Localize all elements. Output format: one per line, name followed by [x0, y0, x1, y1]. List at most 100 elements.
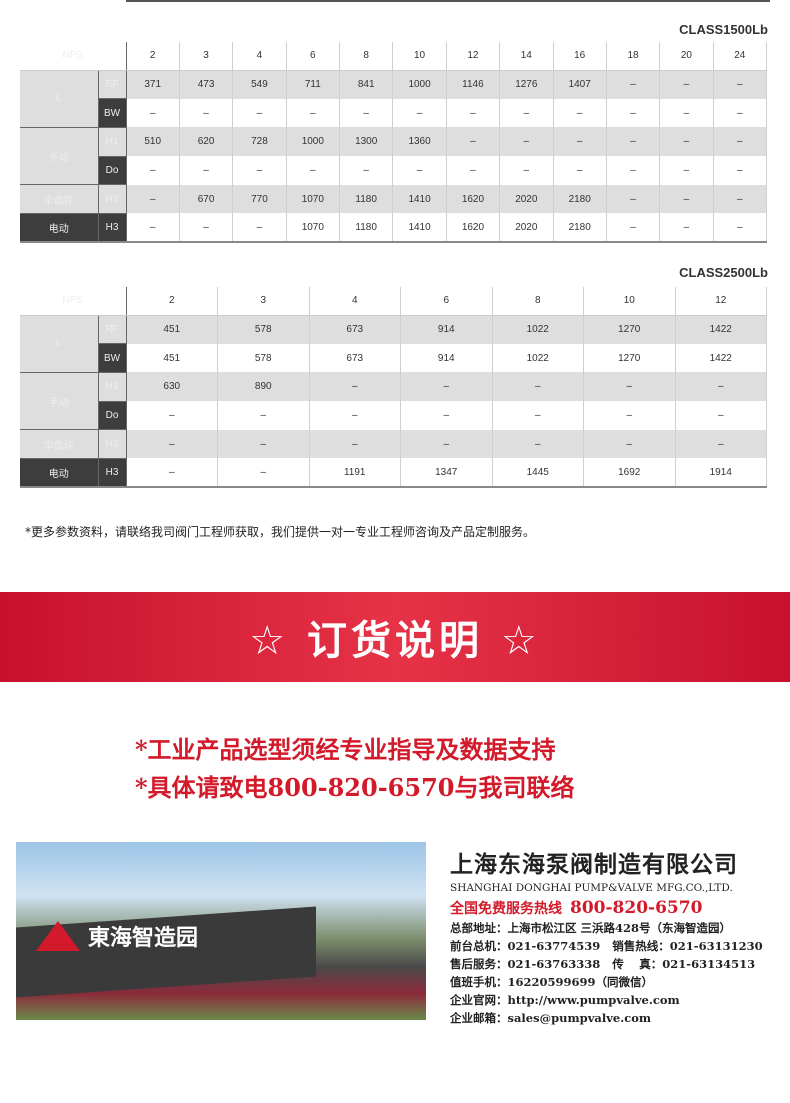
table-cell: 578	[217, 343, 310, 373]
table-cell: 1070	[286, 184, 341, 214]
table-cell: –	[713, 70, 768, 99]
table-cell: 1000	[286, 127, 341, 157]
row-sub-label: RF	[98, 70, 127, 100]
table-cell: –	[309, 401, 401, 430]
table-cell: 1070	[286, 213, 341, 244]
table-cell: –	[499, 98, 554, 128]
table-cell: 1191	[309, 458, 401, 489]
table-cell: –	[126, 429, 218, 459]
table-row: 电动 H3– – –1070 1180 1410 1620 2020 2180– – –	[20, 213, 768, 244]
email[interactable]: 企业邮箱：sales@pumpvalve.com	[450, 1011, 652, 1025]
nps-size: 24	[713, 42, 768, 71]
table-cell: –	[126, 156, 180, 185]
table-cell: 1422	[675, 315, 767, 344]
table-cell: –	[492, 372, 584, 402]
sign-text: 東海智造园	[88, 926, 199, 951]
table-cell: 1692	[583, 458, 676, 489]
nps-size: 18	[606, 42, 661, 71]
table-cell: –	[492, 429, 584, 459]
row-sub-label: Do	[98, 401, 127, 431]
nps-size: 10	[392, 42, 447, 71]
table-cell: 1000	[392, 70, 447, 99]
row-sub-label: H1	[98, 372, 127, 402]
nps-size: 8	[492, 287, 584, 316]
table-cell: 711	[286, 70, 341, 99]
table-cell: 1914	[675, 458, 767, 489]
row-sub-label: H3	[98, 458, 127, 489]
table-cell: 630	[126, 372, 218, 402]
row-sub-label: H2	[98, 429, 127, 459]
table-cell: –	[392, 98, 447, 128]
nps-size: 16	[553, 42, 607, 71]
hotline: 全国免费服务热线 800-820-6570	[450, 898, 763, 918]
table-cell: –	[606, 184, 661, 214]
table-cell: 578	[217, 315, 310, 344]
table-cell: 1620	[446, 213, 501, 244]
table-cell: 1347	[400, 458, 493, 489]
nps-size: 20	[659, 42, 714, 71]
table-cell: 1270	[583, 343, 676, 373]
table-cell: –	[499, 156, 554, 185]
nps-size: 4	[232, 42, 287, 71]
row-group-label: 电动	[20, 458, 99, 489]
nps-size: 6	[400, 287, 493, 316]
table-cell: 1360	[392, 127, 447, 157]
table-cell: –	[606, 98, 661, 128]
table-cell: –	[286, 98, 341, 128]
table-cell: –	[446, 127, 501, 157]
table-cell: 673	[309, 343, 401, 373]
table-cell: 1620	[446, 184, 501, 214]
table-row: L RF 451 578 673 914 1022 1270 1422	[20, 315, 767, 373]
table-cell: –	[606, 156, 661, 185]
website[interactable]: 企业官网：http://www.pumpvalve.com	[450, 993, 680, 1007]
table-cell: –	[392, 156, 447, 185]
table-cell: –	[606, 213, 661, 244]
table-cell: –	[675, 372, 767, 402]
table-cell: 1276	[499, 70, 554, 99]
table-cell: 451	[126, 343, 218, 373]
table-cell: 673	[309, 315, 401, 344]
table-cell: –	[499, 127, 554, 157]
top-divider	[126, 0, 770, 2]
nps-size: 10	[583, 287, 676, 316]
nps-size: 14	[499, 42, 554, 71]
table-cell: –	[400, 429, 493, 459]
table-cell: 371	[126, 70, 180, 99]
table-cell: –	[400, 372, 493, 402]
nps-size: 6	[286, 42, 341, 71]
table-row: 手动 H1 630 890– – – – –	[20, 372, 767, 431]
table-cell: 770	[232, 184, 287, 214]
table-cell: –	[179, 213, 234, 244]
table-cell: –	[126, 98, 180, 128]
ordering-banner: ☆ 订货说明 ☆	[0, 592, 790, 682]
table-row: BW 451 578 673 914 1022 1270 1422	[20, 343, 767, 373]
table-cell: 1300	[339, 127, 394, 157]
table-cell: –	[659, 156, 714, 185]
table-cell: 451	[126, 315, 218, 344]
company-photo: 東海智造园	[16, 842, 426, 1020]
table-row: 电动 H3– –1191 1347 1445 1692 1914	[20, 458, 767, 489]
table-cell: 841	[339, 70, 394, 99]
row-sub-label: Do	[98, 156, 127, 186]
table-cell: 1407	[553, 70, 607, 99]
table-cell: –	[659, 98, 714, 128]
row-group-label: 手动	[20, 127, 99, 186]
table-cell: –	[713, 156, 768, 185]
table-cell: –	[583, 401, 676, 430]
table-cell: –	[553, 98, 607, 128]
contact-line: 售后服务：021-63763338 传 真：021-63134513	[450, 957, 756, 971]
table-cell: –	[179, 98, 234, 128]
row-group-label: 伞齿轮	[20, 429, 99, 459]
table-row: Do – – – – – – – – – – – –	[20, 156, 768, 186]
table-cell: –	[492, 401, 584, 430]
hotline-label: 全国免费服务热线	[450, 901, 562, 917]
table-cell: 890	[217, 372, 310, 402]
table-cell: –	[179, 156, 234, 185]
row-group-label: 手动	[20, 372, 99, 431]
table-cell: –	[713, 184, 768, 214]
nps-header: NPS	[20, 42, 127, 71]
row-sub-label: H1	[98, 127, 127, 157]
table-cell: –	[659, 184, 714, 214]
sign: 東海智造园	[36, 920, 198, 952]
table-cell: –	[126, 184, 180, 214]
